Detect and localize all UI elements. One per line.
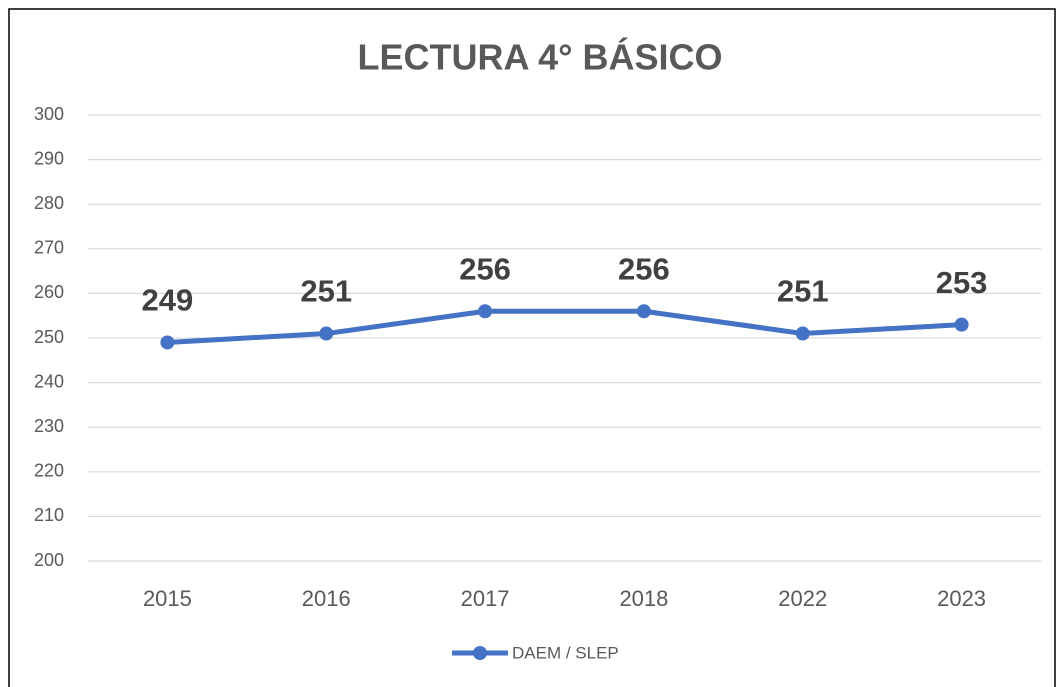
point <box>954 317 969 332</box>
point <box>795 326 810 341</box>
point <box>160 335 175 350</box>
data-label: 249 <box>142 283 194 318</box>
legend-marker <box>473 646 487 660</box>
chart-title: LECTURA 4° BÁSICO <box>357 37 722 78</box>
y-tick-label: 220 <box>34 461 64 481</box>
x-tick-label: 2022 <box>778 586 827 611</box>
y-tick-label: 280 <box>34 193 64 213</box>
series-line <box>167 308 962 345</box>
y-tick-label: 200 <box>34 550 64 570</box>
x-tick-label: 2015 <box>143 586 192 611</box>
x-tick-label: 2018 <box>619 586 668 611</box>
legend-label: DAEM / SLEP <box>512 643 619 662</box>
y-tick-label: 230 <box>34 416 64 436</box>
x-tick-label: 2023 <box>937 586 986 611</box>
data-label: 251 <box>300 274 352 309</box>
x-tick-label: 2017 <box>461 586 510 611</box>
y-tick-label: 210 <box>34 505 64 525</box>
y-tick-label: 260 <box>34 282 64 302</box>
point <box>478 304 493 319</box>
y-tick-label: 250 <box>34 327 64 347</box>
y-tick-label: 240 <box>34 371 64 391</box>
point <box>636 304 651 319</box>
y-tick-label: 270 <box>34 238 64 258</box>
data-label: 256 <box>459 251 511 286</box>
chart-border <box>8 8 1056 687</box>
y-tick-label: 290 <box>34 148 64 168</box>
x-tick-label: 2016 <box>302 586 351 611</box>
point <box>319 326 334 341</box>
data-label: 251 <box>777 274 829 309</box>
data-label: 256 <box>618 251 670 286</box>
data-label: 253 <box>936 265 988 300</box>
y-tick-label: 300 <box>34 104 64 124</box>
